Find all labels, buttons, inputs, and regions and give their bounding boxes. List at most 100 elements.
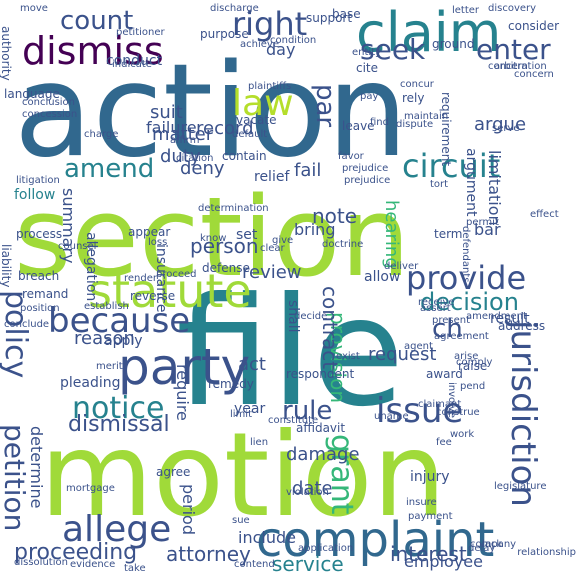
cloud-word-prejudice: prejudice	[344, 175, 391, 186]
cloud-word-defendants: defendants	[460, 226, 471, 283]
cloud-word-apply: apply	[104, 333, 143, 349]
cloud-word-dismiss: dismiss	[22, 29, 164, 73]
cloud-word-notice: notice	[72, 391, 165, 426]
cloud-word-agree: agree	[156, 465, 191, 479]
cloud-word-arise: arise	[454, 351, 479, 362]
cloud-word-contain: contain	[222, 149, 267, 163]
cloud-word-interest: interest	[390, 542, 467, 566]
cloud-word-give: give	[272, 235, 294, 246]
cloud-word-concession: concession	[22, 109, 78, 120]
cloud-word-permit: permit	[466, 217, 499, 228]
cloud-word-date: date	[292, 478, 333, 499]
cloud-word-lien: lien	[250, 437, 269, 448]
cloud-word-proceeding: proceeding	[14, 540, 138, 565]
cloud-word-review: review	[242, 262, 302, 283]
cloud-word-citation: citation	[176, 153, 214, 164]
cloud-word-take: take	[124, 563, 146, 574]
cloud-word-count: count	[60, 6, 134, 36]
cloud-word-note: note	[312, 204, 358, 228]
cloud-word-prejudice: prejudice	[342, 163, 389, 174]
cloud-word-condition: condition	[270, 35, 317, 46]
cloud-word-amend: amend	[64, 154, 155, 184]
cloud-word-favor: favor	[338, 151, 364, 162]
cloud-word-reason: reason	[74, 328, 135, 349]
cloud-word-serve: serve	[492, 123, 520, 134]
cloud-word-provide: provide	[406, 259, 527, 297]
cloud-word-relief: relief	[254, 169, 290, 185]
cloud-word-loss: loss	[148, 237, 168, 248]
cloud-word-bar: bar	[474, 220, 501, 239]
cloud-word-follow: follow	[14, 187, 56, 203]
cloud-word-term: term	[434, 227, 463, 241]
cloud-word-charge: charge	[84, 129, 119, 140]
cloud-word-know: know	[200, 233, 227, 244]
cloud-word-pend: pend	[460, 381, 486, 392]
cloud-word-entity: entity	[352, 47, 382, 58]
cloud-word-purpose: purpose	[200, 27, 249, 41]
cloud-word-legislature: legislature	[494, 481, 547, 492]
cloud-word-hearing: hearing	[381, 200, 402, 269]
cloud-word-tort: tort	[430, 179, 449, 190]
cloud-word-achieve: achieve	[240, 39, 279, 50]
cloud-word-petitioner: petitioner	[116, 27, 165, 38]
cloud-word-statute: statute	[88, 264, 252, 318]
cloud-word-render: render	[124, 273, 157, 284]
cloud-word-payment: payment	[408, 511, 453, 522]
cloud-word-appear: appear	[128, 225, 171, 239]
cloud-word-base: base	[332, 7, 361, 21]
cloud-word-affidavit: affidavit	[296, 421, 346, 435]
cloud-word-rely: rely	[402, 91, 425, 105]
cloud-word-merit: merit	[96, 361, 123, 372]
cloud-word-determine: determine	[27, 426, 46, 509]
cloud-word-right: right	[232, 5, 308, 43]
cloud-word-limitation: limitation	[485, 150, 504, 226]
cloud-word-sue: sue	[232, 515, 250, 526]
cloud-word-determination: determination	[198, 203, 269, 214]
cloud-word-delay: delay	[468, 543, 496, 554]
cloud-word-conclude: conclude	[4, 319, 50, 330]
cloud-word-maintain: maintain	[404, 111, 449, 122]
cloud-word-argue: argue	[474, 114, 527, 135]
cloud-word-conduct: conduct	[106, 53, 163, 69]
cloud-word-comply: comply	[456, 357, 493, 368]
cloud-word-insure: insure	[406, 497, 437, 508]
cloud-word-proceed: proceed	[156, 269, 197, 280]
cloud-word-pleading: pleading	[60, 375, 121, 391]
cloud-word-require: require	[173, 364, 192, 421]
cloud-word-language: language	[4, 87, 60, 101]
cloud-word-law: law	[232, 83, 294, 124]
cloud-word-because: because	[48, 301, 191, 341]
cloud-word-duty: duty	[160, 146, 201, 167]
cloud-word-failure: failure	[146, 118, 197, 137]
cloud-word-employee: employee	[404, 552, 483, 571]
cloud-word-doctrine: doctrine	[322, 239, 364, 250]
cloud-word-work: work	[450, 429, 475, 440]
cloud-word-request: request	[368, 344, 437, 365]
cloud-word-limit: limit	[230, 409, 252, 420]
cloud-word-award: award	[426, 367, 463, 381]
cloud-word-position: position	[20, 303, 60, 314]
cloud-word-litigation: litigation	[16, 175, 60, 186]
cloud-word-discovery: discovery	[488, 3, 537, 14]
cloud-word-construe: construe	[436, 407, 480, 418]
cloud-word-uname: uname	[374, 411, 409, 422]
cloud-word-result: result	[490, 311, 530, 327]
cloud-word-present: present	[432, 315, 471, 326]
cloud-word-period: period	[179, 484, 198, 535]
cloud-word-allege: allege	[62, 509, 172, 550]
cloud-word-allow: allow	[364, 269, 401, 285]
cloud-word-file: file	[176, 266, 405, 440]
cloud-word-clear: clear	[260, 243, 285, 254]
cloud-word-consider: consider	[508, 19, 560, 33]
cloud-word-fail: fail	[294, 160, 322, 181]
cloud-word-conclusion: conclusion	[22, 97, 76, 108]
cloud-word-enter: enter	[476, 33, 551, 66]
cloud-word-address: address	[498, 319, 546, 333]
cloud-word-complaint: complaint	[256, 512, 495, 568]
cloud-word-vacate: vacate	[236, 113, 277, 127]
cloud-word-act: act	[238, 354, 266, 375]
cloud-word-person: person	[190, 234, 259, 258]
cloud-word-claim: claim	[356, 1, 502, 64]
cloud-word-issue: issue	[376, 391, 464, 431]
